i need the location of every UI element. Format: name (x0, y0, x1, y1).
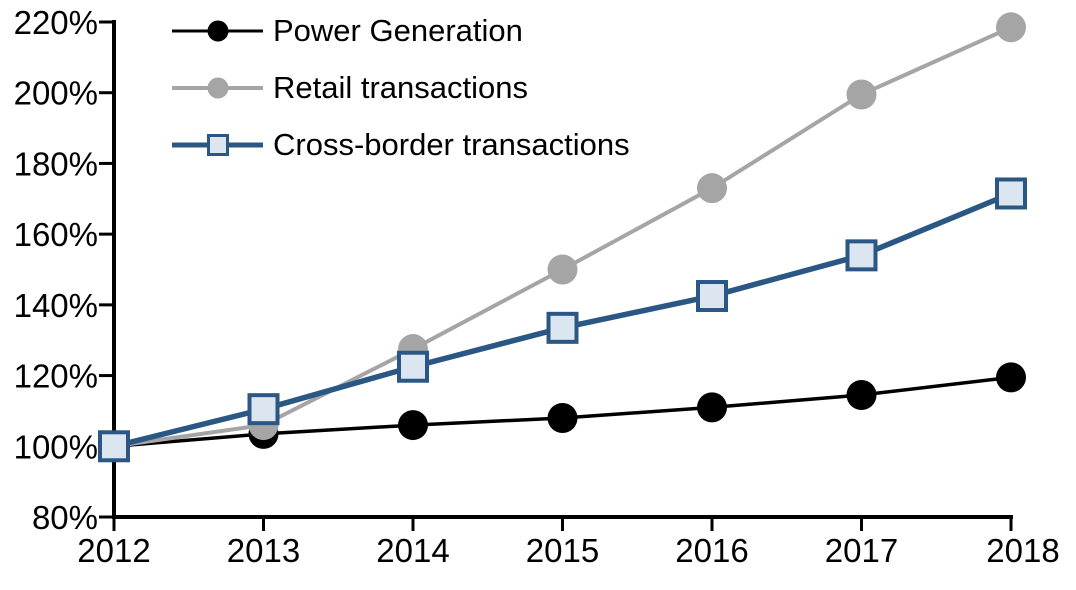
legend-label-retail-transactions: Retail transactions (273, 69, 529, 105)
data-point-marker (696, 280, 728, 313)
y-axis-tick-label: 200% (14, 75, 98, 112)
legend-sample-power-generation (172, 16, 263, 46)
legend-sample-retail-transactions (172, 73, 263, 103)
y-axis-tick-label: 180% (14, 145, 98, 182)
circle-marker-icon (207, 77, 228, 98)
x-axis-tick-label: 2018 (986, 532, 1059, 569)
circle-marker-icon (207, 20, 228, 41)
x-axis-tick-label: 2013 (227, 532, 300, 569)
data-point-marker (697, 173, 727, 204)
y-axis-tick-label: 80% (32, 499, 98, 536)
legend-item-retail-transactions: Retail transactions (172, 59, 630, 116)
data-point-marker (846, 79, 877, 110)
data-point-marker (98, 430, 130, 463)
data-point-marker (995, 177, 1027, 210)
data-point-marker (247, 393, 280, 426)
x-axis-tick-label: 2015 (526, 532, 599, 569)
data-point-marker (547, 403, 578, 433)
data-point-marker (547, 254, 578, 285)
legend: Power Generation Retail transactions Cro… (172, 2, 630, 173)
x-axis-tick-label: 2012 (77, 532, 150, 569)
data-point-marker (846, 380, 877, 411)
y-axis-tick-label: 100% (14, 428, 98, 465)
x-axis-tick-label: 2016 (675, 532, 748, 569)
x-axis-tick-label: 2017 (825, 532, 898, 569)
legend-item-cross-border-transactions: Cross-border transactions (172, 116, 630, 173)
legend-label-power-generation: Power Generation (273, 12, 523, 48)
y-axis-tick-label: 160% (14, 216, 98, 253)
data-point-marker (398, 410, 428, 441)
y-axis-tick-label: 120% (14, 358, 98, 395)
data-point-marker (996, 362, 1026, 393)
square-marker-icon (206, 133, 229, 156)
legend-label-cross-border-transactions: Cross-border transactions (273, 126, 630, 162)
y-axis-tick-label: 220% (14, 4, 98, 41)
data-point-marker (397, 350, 429, 383)
legend-sample-cross-border-transactions (172, 130, 263, 160)
legend-item-power-generation: Power Generation (172, 2, 630, 59)
data-point-marker (845, 239, 878, 272)
data-point-marker (996, 12, 1026, 43)
data-point-marker (697, 392, 727, 423)
data-point-marker (546, 311, 579, 344)
y-axis-tick-label: 140% (14, 287, 98, 324)
x-axis-tick-label: 2014 (376, 532, 449, 569)
